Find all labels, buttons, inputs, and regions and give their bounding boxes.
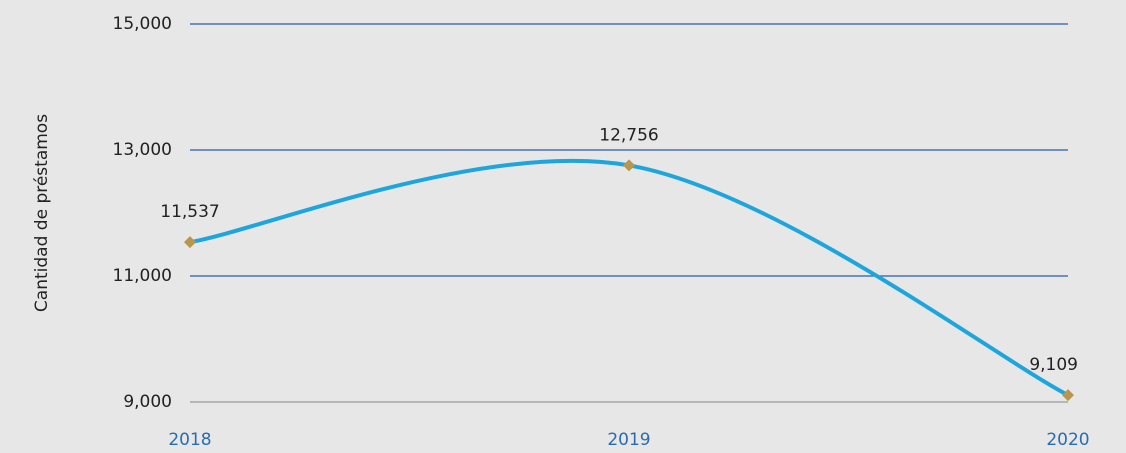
- y-axis-label: Cantidad de préstamos: [32, 114, 52, 312]
- y-tick-label: 11,000: [113, 266, 172, 286]
- data-label: 12,756: [599, 125, 658, 145]
- y-tick-label: 9,000: [123, 392, 172, 412]
- data-label: 11,537: [160, 202, 219, 222]
- marker: [184, 236, 196, 249]
- y-tick-label: 15,000: [113, 14, 172, 34]
- x-tick-label: 2020: [1046, 430, 1089, 450]
- data-label: 9,109: [1029, 355, 1078, 375]
- x-tick-label: 2019: [607, 430, 650, 450]
- marker: [1062, 389, 1074, 402]
- x-tick-label: 2018: [168, 430, 211, 450]
- y-tick-label: 13,000: [113, 140, 172, 160]
- marker: [623, 159, 635, 172]
